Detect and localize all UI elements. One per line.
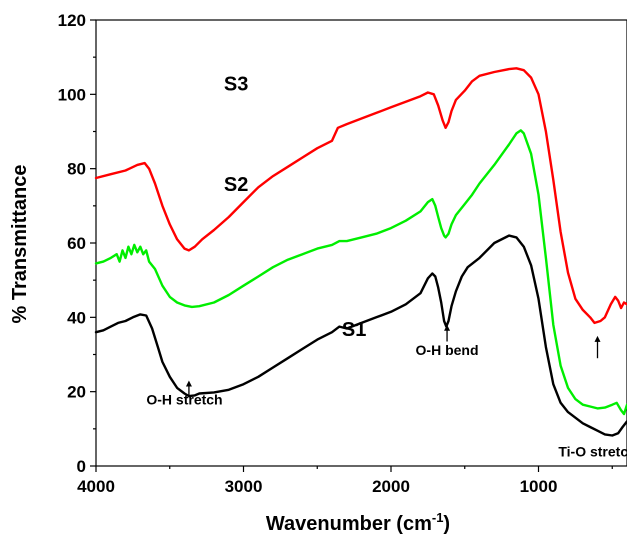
- series-label-s1: S1: [342, 319, 366, 341]
- arrow-up-icon: [594, 335, 601, 342]
- y-tick-label: 100: [58, 85, 86, 104]
- x-tick-label: 2000: [372, 477, 410, 496]
- arrow-up-icon: [185, 380, 192, 387]
- x-axis-title-superscript: -1: [432, 510, 444, 525]
- series-line-s1: [94, 234, 627, 437]
- series-label-s3: S3: [224, 74, 248, 96]
- annotation-label: O-H bend: [416, 342, 479, 358]
- y-tick-label: 20: [67, 383, 86, 402]
- y-tick-label: 60: [67, 234, 86, 253]
- y-axis-title: % Transmittance: [9, 165, 31, 324]
- annotation-label: Ti-O stretch: [558, 444, 627, 460]
- x-axis-title: Wavenumber (cm-1): [266, 510, 450, 535]
- y-tick-label: 0: [77, 457, 86, 476]
- y-tick-label: 80: [67, 160, 86, 179]
- x-axis-title-tail: ): [443, 513, 450, 535]
- x-axis-title-main: Wavenumber (cm: [266, 513, 432, 535]
- series-label-s2: S2: [224, 174, 248, 196]
- y-tick-label: 40: [67, 308, 86, 327]
- series-line-s2: [94, 129, 627, 416]
- x-tick-label: 1000: [520, 477, 558, 496]
- x-tick-label: 3000: [225, 477, 263, 496]
- series-layer: [94, 67, 627, 437]
- y-tick-label: 120: [58, 11, 86, 30]
- annotation-label: O-H stretch: [146, 392, 222, 408]
- x-tick-label: 4000: [77, 477, 115, 496]
- arrow-up-icon: [444, 324, 451, 331]
- annotations: O-H stretch O-H bend Ti-O stretch: [146, 324, 627, 460]
- axes: 0 20 40 60 80 100 120 4000 3000 2000 1000: [58, 11, 613, 496]
- series-labels: S3 S2 S1: [224, 74, 366, 341]
- series-line-s3: [94, 67, 627, 325]
